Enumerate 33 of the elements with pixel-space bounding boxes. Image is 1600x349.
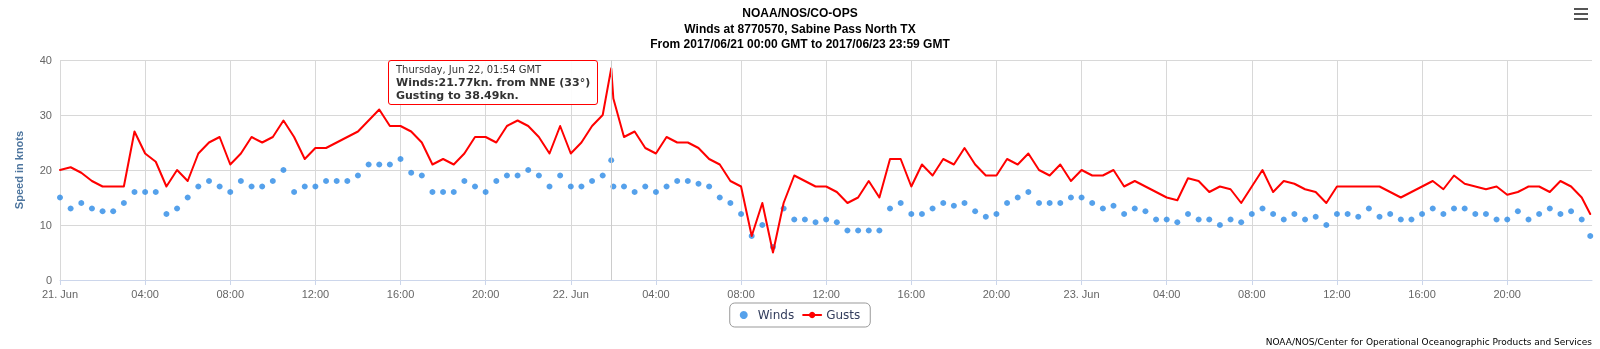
x-tick-label: 08:00	[1238, 287, 1266, 300]
line-series	[59, 67, 1592, 254]
x-tick-label: 20:00	[471, 287, 500, 300]
x-tick-label: 21. Jun	[41, 287, 79, 300]
x-tick-label: 16:00	[897, 287, 926, 300]
y-axis-title: Speed in knots	[12, 130, 25, 210]
x-tick-label: 12:00	[1323, 287, 1351, 300]
chart-title: NOAA/NOS/CO-OPS	[742, 6, 858, 20]
x-tick-label: 04:00	[131, 287, 159, 300]
y-tick-label: 20	[39, 164, 52, 176]
x-tick-label: 22. Jun	[552, 287, 589, 300]
y-tick-label: 0	[45, 274, 52, 286]
x-tick-label: 20:00	[1493, 287, 1521, 300]
x-tick-label: 08:00	[216, 287, 245, 300]
chart-subtitle: Winds at 8770570, Sabine Pass North TX From 2017/06/21 00:00 GMT to 2017/06/23 23:59 GMT	[650, 21, 951, 51]
x-tick-label: 23. Jun	[1063, 287, 1100, 300]
x-tick-label: 16:00	[386, 287, 415, 300]
x-tick-label: 12:00	[301, 287, 330, 300]
legend-label: Winds	[757, 308, 795, 322]
x-tick-label: 08:00	[727, 287, 755, 300]
y-tick-label: 40	[39, 54, 52, 66]
x-tick-label: 04:00	[1152, 287, 1181, 300]
annotation: Gusting to 38.49kn.	[396, 89, 520, 102]
x-tick-label: 20:00	[982, 287, 1011, 300]
annotation: Winds:21.77kn. from NNE (33°)	[396, 76, 591, 89]
x-tick-label: 04:00	[642, 287, 670, 300]
annotation: Thursday, Jun 22, 01:54 GMT	[396, 63, 543, 76]
text: NOAA/NOS/Center for Operational Oceanographic Products and Services	[1265, 337, 1592, 347]
y-tick-label: 10	[39, 219, 52, 231]
y-tick-label: 30	[39, 109, 52, 121]
legend-label: Gusts	[826, 308, 861, 322]
x-tick-label: 12:00	[812, 287, 840, 300]
x-tick-label: 16:00	[1408, 287, 1436, 300]
